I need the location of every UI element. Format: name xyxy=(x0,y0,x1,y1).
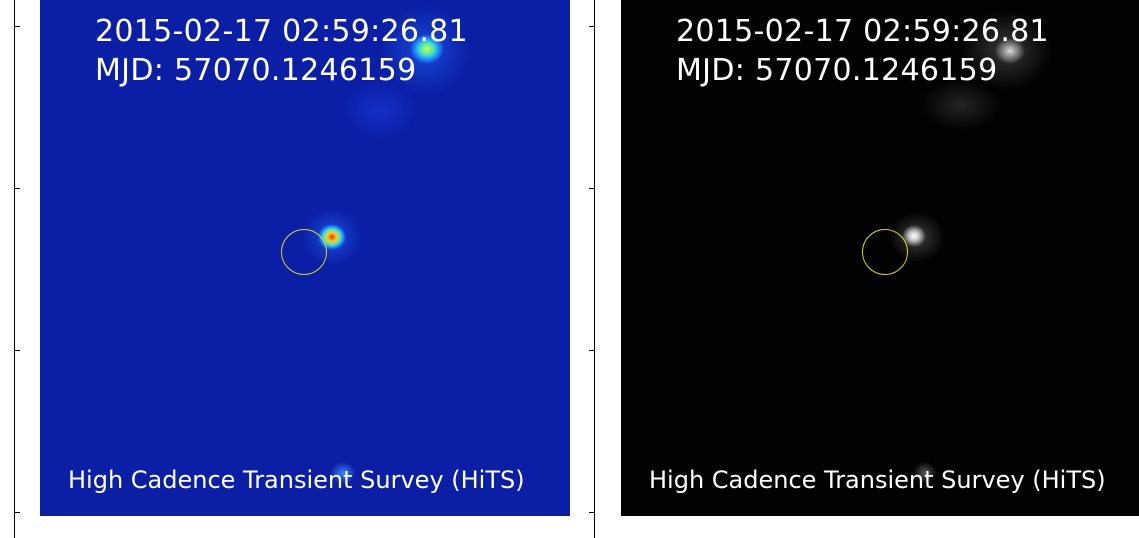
faint-glow xyxy=(340,80,420,140)
axis-tick xyxy=(14,512,20,513)
survey-credit: High Cadence Transient Survey (HiTS) xyxy=(68,466,525,494)
star-core xyxy=(995,38,1025,64)
observation-timestamp: 2015-02-17 02:59:26.81 xyxy=(676,14,1049,49)
axis-tick xyxy=(589,512,595,513)
jet-colormap-image: 2015-02-17 02:59:26.81 MJD: 57070.124615… xyxy=(40,0,570,516)
axis-tick xyxy=(14,188,20,189)
faint-source xyxy=(913,462,937,484)
gray-colormap-image: 2015-02-17 02:59:26.81 MJD: 57070.124615… xyxy=(621,0,1139,516)
left-axis-spine xyxy=(14,0,15,538)
faint-glow xyxy=(921,80,1001,130)
survey-credit: High Cadence Transient Survey (HiTS) xyxy=(649,466,1106,494)
observation-timestamp: 2015-02-17 02:59:26.81 xyxy=(95,14,468,49)
target-circle xyxy=(862,229,908,275)
mjd-label: MJD: 57070.1246159 xyxy=(95,53,417,88)
axis-tick xyxy=(589,350,595,351)
middle-axis-spine xyxy=(594,0,595,538)
axis-tick xyxy=(14,350,20,351)
faint-source xyxy=(330,462,356,484)
axis-tick xyxy=(589,188,595,189)
axis-tick xyxy=(589,26,595,27)
axis-tick xyxy=(14,26,20,27)
target-circle xyxy=(281,229,327,275)
mjd-label: MJD: 57070.1246159 xyxy=(676,53,998,88)
transient-core xyxy=(902,225,926,247)
star-core xyxy=(410,34,444,64)
